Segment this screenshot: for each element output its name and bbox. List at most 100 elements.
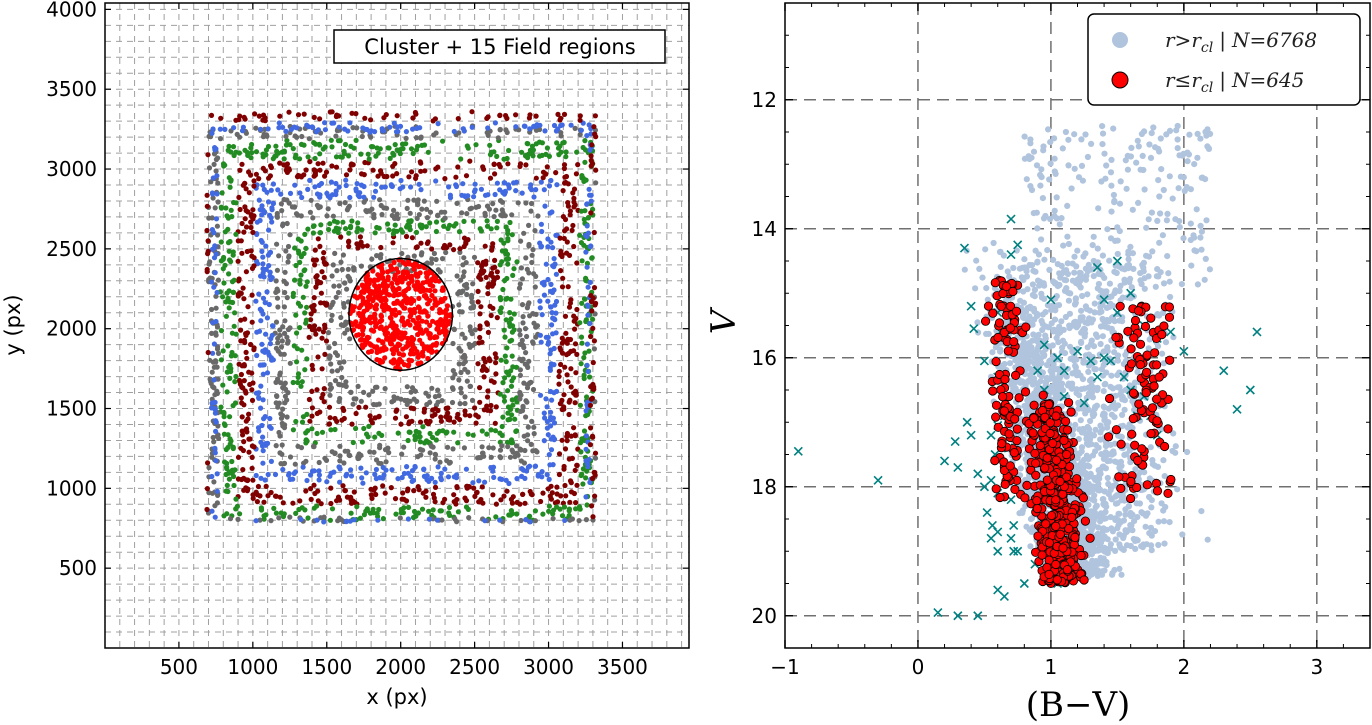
- field-point: [543, 396, 549, 402]
- field-point: [585, 284, 591, 290]
- field-point: [427, 418, 433, 424]
- field-point: [332, 378, 339, 384]
- field-point: [580, 481, 586, 487]
- field-point: [209, 473, 215, 480]
- field-point: [351, 396, 357, 402]
- field-point: [549, 490, 555, 496]
- field-point: [514, 476, 520, 482]
- field-point: [548, 409, 554, 415]
- field-star: [973, 257, 980, 264]
- field-point: [311, 295, 317, 301]
- field-point: [383, 459, 389, 465]
- field-point: [475, 361, 481, 367]
- field-star: [1174, 136, 1181, 143]
- field-point: [379, 184, 385, 190]
- field-point: [426, 516, 432, 522]
- field-star: [1202, 255, 1209, 262]
- field-point: [579, 340, 585, 346]
- cluster-point: [378, 312, 384, 318]
- field-point: [284, 397, 290, 403]
- field-point: [211, 230, 217, 236]
- field-point: [577, 506, 583, 512]
- field-point: [327, 473, 333, 479]
- field-point: [590, 325, 596, 331]
- field-point: [230, 144, 237, 150]
- field-point: [415, 202, 421, 208]
- field-point: [328, 427, 334, 433]
- field-point: [267, 424, 273, 430]
- field-star: [1111, 197, 1118, 204]
- field-point: [467, 324, 473, 330]
- field-point: [225, 226, 231, 232]
- field-point: [493, 514, 499, 520]
- field-point: [501, 394, 507, 400]
- field-star: [1114, 525, 1121, 532]
- field-point: [241, 378, 247, 384]
- field-point: [266, 263, 272, 269]
- field-point: [232, 353, 238, 359]
- field-point: [407, 210, 413, 216]
- field-point: [438, 414, 444, 420]
- field-point: [481, 374, 487, 380]
- field-point: [342, 448, 348, 454]
- field-point: [241, 338, 247, 344]
- field-point: [281, 460, 288, 466]
- field-point: [510, 180, 517, 186]
- field-point: [351, 517, 357, 523]
- field-point: [447, 222, 453, 228]
- field-point: [500, 286, 506, 293]
- field-point: [545, 236, 551, 242]
- field-point: [332, 350, 339, 356]
- field-point: [529, 252, 535, 258]
- field-point: [564, 438, 570, 444]
- field-point: [228, 177, 234, 183]
- field-point: [451, 499, 457, 505]
- cluster-point: [371, 313, 377, 319]
- field-point: [548, 239, 554, 245]
- field-point: [243, 224, 250, 230]
- field-point: [567, 517, 573, 523]
- field-point: [468, 328, 474, 334]
- field-point: [267, 250, 273, 256]
- cluster-point: [374, 321, 380, 327]
- field-star: [1154, 217, 1161, 224]
- field-point: [289, 204, 295, 210]
- field-point: [256, 394, 262, 401]
- field-point: [494, 180, 500, 186]
- field-point: [506, 185, 512, 191]
- field-point: [411, 488, 417, 494]
- field-point: [298, 272, 304, 278]
- left-panel: 500 1000 1500 2000 2500 3000 35005001000150020…: [1, 0, 690, 709]
- field-point: [432, 479, 438, 485]
- field-star: [1197, 135, 1204, 142]
- field-point: [437, 459, 443, 465]
- field-point: [406, 419, 412, 425]
- field-star: [1110, 191, 1117, 199]
- field-point: [420, 424, 426, 430]
- cluster-point: [423, 327, 429, 333]
- field-point: [574, 306, 580, 313]
- field-point: [267, 415, 273, 422]
- field-point: [343, 518, 349, 525]
- field-point: [325, 330, 332, 336]
- field-point: [591, 346, 598, 352]
- field-point: [209, 330, 215, 336]
- field-point: [482, 479, 488, 485]
- field-point: [209, 508, 215, 514]
- field-point: [333, 294, 339, 300]
- field-point: [439, 517, 445, 523]
- field-point: [327, 392, 333, 398]
- field-point: [563, 154, 569, 160]
- field-point: [535, 213, 541, 219]
- field-point: [412, 513, 418, 519]
- field-point: [279, 442, 285, 448]
- field-point: [274, 214, 280, 220]
- field-point: [581, 355, 587, 361]
- field-point: [497, 295, 503, 301]
- field-point: [294, 346, 300, 352]
- field-point: [231, 152, 237, 159]
- field-star: [1079, 292, 1086, 300]
- field-point: [387, 155, 393, 161]
- cluster-point: [432, 301, 438, 307]
- field-point: [368, 117, 374, 123]
